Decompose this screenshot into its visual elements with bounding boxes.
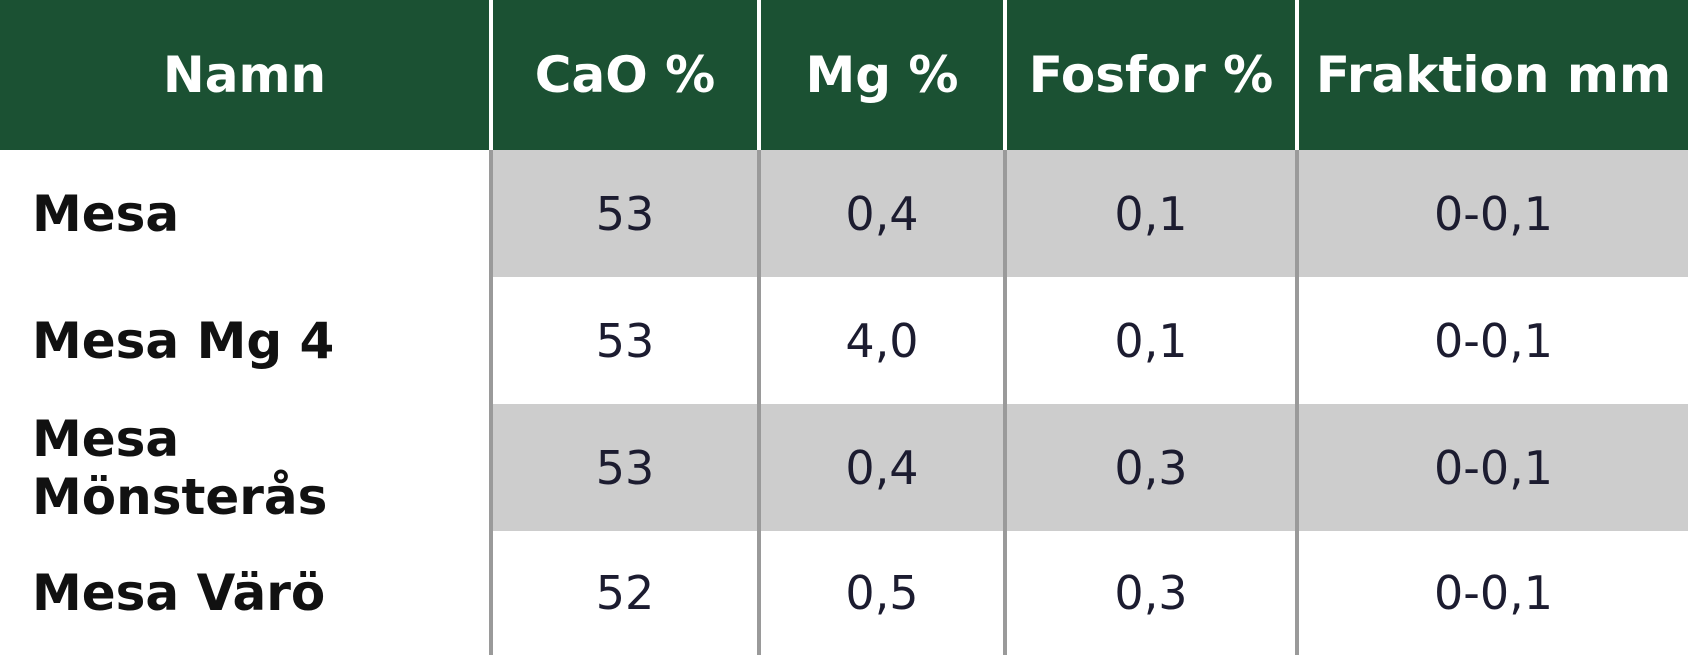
fosfor-cell: 0,3 [1003, 531, 1295, 655]
mg-cell: 4,0 [757, 277, 1003, 404]
header-cell-mg: Mg % [757, 0, 1003, 150]
row-name-cell: Mesa Värö [0, 531, 489, 655]
cao-cell: 53 [489, 150, 757, 277]
row-name-cell: Mesa [0, 150, 489, 277]
cao-cell: 52 [489, 531, 757, 655]
header-cell-fraktion: Fraktion mm [1295, 0, 1688, 150]
table-row: Mesa Mönsterås 53 0,4 0,3 0-0,1 [0, 404, 1688, 531]
mg-cell: 0,4 [757, 150, 1003, 277]
cao-cell: 53 [489, 277, 757, 404]
fraktion-cell: 0-0,1 [1295, 277, 1688, 404]
mg-cell: 0,4 [757, 404, 1003, 531]
mg-cell: 0,5 [757, 531, 1003, 655]
fraktion-cell: 0-0,1 [1295, 404, 1688, 531]
header-cell-namn: Namn [0, 0, 489, 150]
fosfor-cell: 0,1 [1003, 150, 1295, 277]
fraktion-cell: 0-0,1 [1295, 531, 1688, 655]
fosfor-cell: 0,3 [1003, 404, 1295, 531]
table-row: Mesa Värö 52 0,5 0,3 0-0,1 [0, 531, 1688, 655]
table-header-row: Namn CaO % Mg % Fosfor % Fraktion mm [0, 0, 1688, 150]
header-cell-cao: CaO % [489, 0, 757, 150]
fraktion-cell: 0-0,1 [1295, 150, 1688, 277]
row-name-cell: Mesa Mg 4 [0, 277, 489, 404]
cao-cell: 53 [489, 404, 757, 531]
table-row: Mesa Mg 4 53 4,0 0,1 0-0,1 [0, 277, 1688, 404]
row-name-cell: Mesa Mönsterås [0, 404, 489, 531]
header-cell-fosfor: Fosfor % [1003, 0, 1295, 150]
table-row: Mesa 53 0,4 0,1 0-0,1 [0, 150, 1688, 277]
fosfor-cell: 0,1 [1003, 277, 1295, 404]
